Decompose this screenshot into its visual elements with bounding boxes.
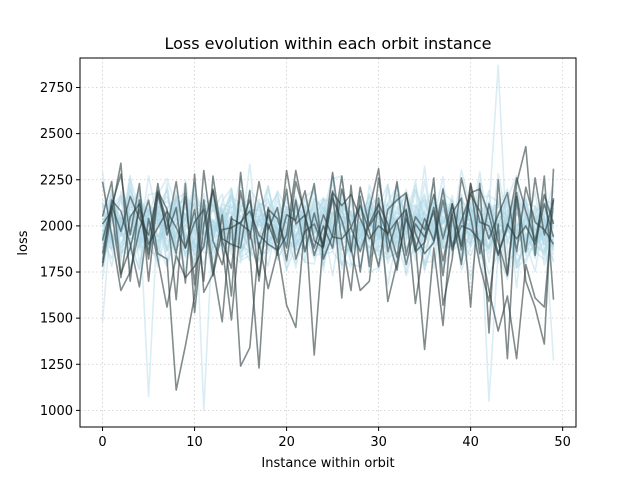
y-tick-label: 2250 <box>40 173 73 188</box>
highlight-series-line-4 <box>101 169 555 286</box>
y-tick-label: 2500 <box>40 127 73 142</box>
x-tick-label: 50 <box>554 435 571 450</box>
x-axis-label: Instance within orbit <box>261 456 394 471</box>
background-series-line <box>102 189 555 264</box>
highlight-series-group <box>101 145 555 391</box>
y-axis-label: loss <box>16 230 31 255</box>
y-tick-label: 1500 <box>40 312 73 327</box>
chart-title: Loss evolution within each orbit instanc… <box>165 34 492 53</box>
x-tick-label: 40 <box>462 435 479 450</box>
highlight-series-line-6 <box>101 167 555 360</box>
highlight-series-line-2 <box>101 171 555 308</box>
highlight-series-line-7 <box>101 145 555 369</box>
y-tick-label: 1250 <box>40 358 73 373</box>
background-series-line <box>101 178 555 272</box>
background-series-line <box>101 195 555 267</box>
y-tick-label: 2000 <box>40 219 73 234</box>
y-tick-label: 1750 <box>40 266 73 281</box>
background-series-line <box>101 193 554 269</box>
x-tick-label: 10 <box>186 435 203 450</box>
y-axis-ticks: 1000 1250 1500 1750 2000 2250 2500 2750 <box>40 81 80 419</box>
x-tick-label: 30 <box>370 435 387 450</box>
y-tick-label: 1000 <box>40 404 73 419</box>
x-tick-label: 0 <box>98 435 106 450</box>
x-axis-ticks: 0 10 20 30 40 50 <box>98 427 571 450</box>
plot-frame <box>79 57 577 428</box>
background-series-line <box>102 191 555 264</box>
y-tick-label: 2750 <box>40 81 73 96</box>
x-tick-label: 20 <box>278 435 295 450</box>
